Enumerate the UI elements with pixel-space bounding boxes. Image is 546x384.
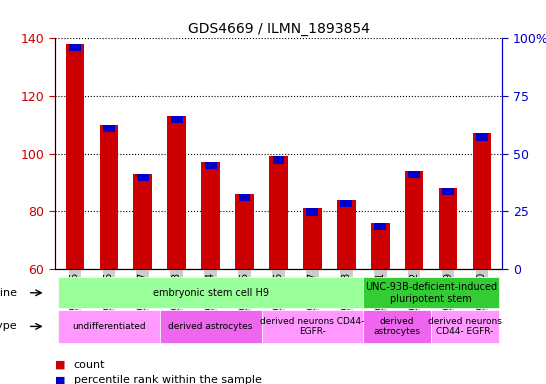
Bar [272, 157, 284, 164]
Bar [262, 310, 363, 343]
Bar [99, 125, 118, 269]
Text: derived
astrocytes: derived astrocytes [373, 317, 420, 336]
Bar [201, 162, 220, 269]
Text: count: count [74, 360, 105, 370]
Bar [363, 310, 431, 343]
Text: derived neurons
CD44- EGFR-: derived neurons CD44- EGFR- [428, 317, 502, 336]
Bar [171, 116, 183, 123]
Bar [58, 277, 363, 308]
Text: ■: ■ [55, 375, 65, 384]
Bar [303, 209, 322, 269]
Bar [168, 116, 186, 269]
Text: derived astrocytes: derived astrocytes [168, 322, 253, 331]
Text: cell type: cell type [0, 321, 16, 331]
Text: UNC-93B-deficient-induced
pluripotent stem: UNC-93B-deficient-induced pluripotent st… [365, 282, 497, 304]
Bar [473, 134, 491, 269]
Bar [340, 200, 352, 207]
Title: GDS4669 / ILMN_1893854: GDS4669 / ILMN_1893854 [187, 22, 370, 36]
Bar [239, 194, 251, 201]
Bar [442, 188, 454, 195]
Bar [476, 134, 488, 141]
Bar [371, 223, 389, 269]
Bar [408, 171, 420, 178]
Text: embryonic stem cell H9: embryonic stem cell H9 [153, 288, 269, 298]
Bar [205, 162, 217, 169]
Bar [337, 200, 355, 269]
Bar [133, 174, 152, 269]
Bar [137, 174, 149, 181]
Text: ■: ■ [55, 360, 65, 370]
Bar [235, 194, 254, 269]
Bar [374, 223, 386, 230]
Text: derived neurons CD44-
EGFR-: derived neurons CD44- EGFR- [260, 317, 365, 336]
Bar [306, 209, 318, 215]
Text: percentile rank within the sample: percentile rank within the sample [74, 375, 262, 384]
Bar [103, 125, 115, 132]
Bar [405, 171, 424, 269]
Bar [69, 44, 81, 51]
Bar [431, 310, 499, 343]
Bar [269, 157, 288, 269]
Bar [439, 188, 458, 269]
Bar [363, 277, 499, 308]
Text: undifferentiated: undifferentiated [72, 322, 146, 331]
Bar [66, 44, 84, 269]
Bar [160, 310, 262, 343]
Text: cell line: cell line [0, 288, 16, 298]
Bar [58, 310, 160, 343]
